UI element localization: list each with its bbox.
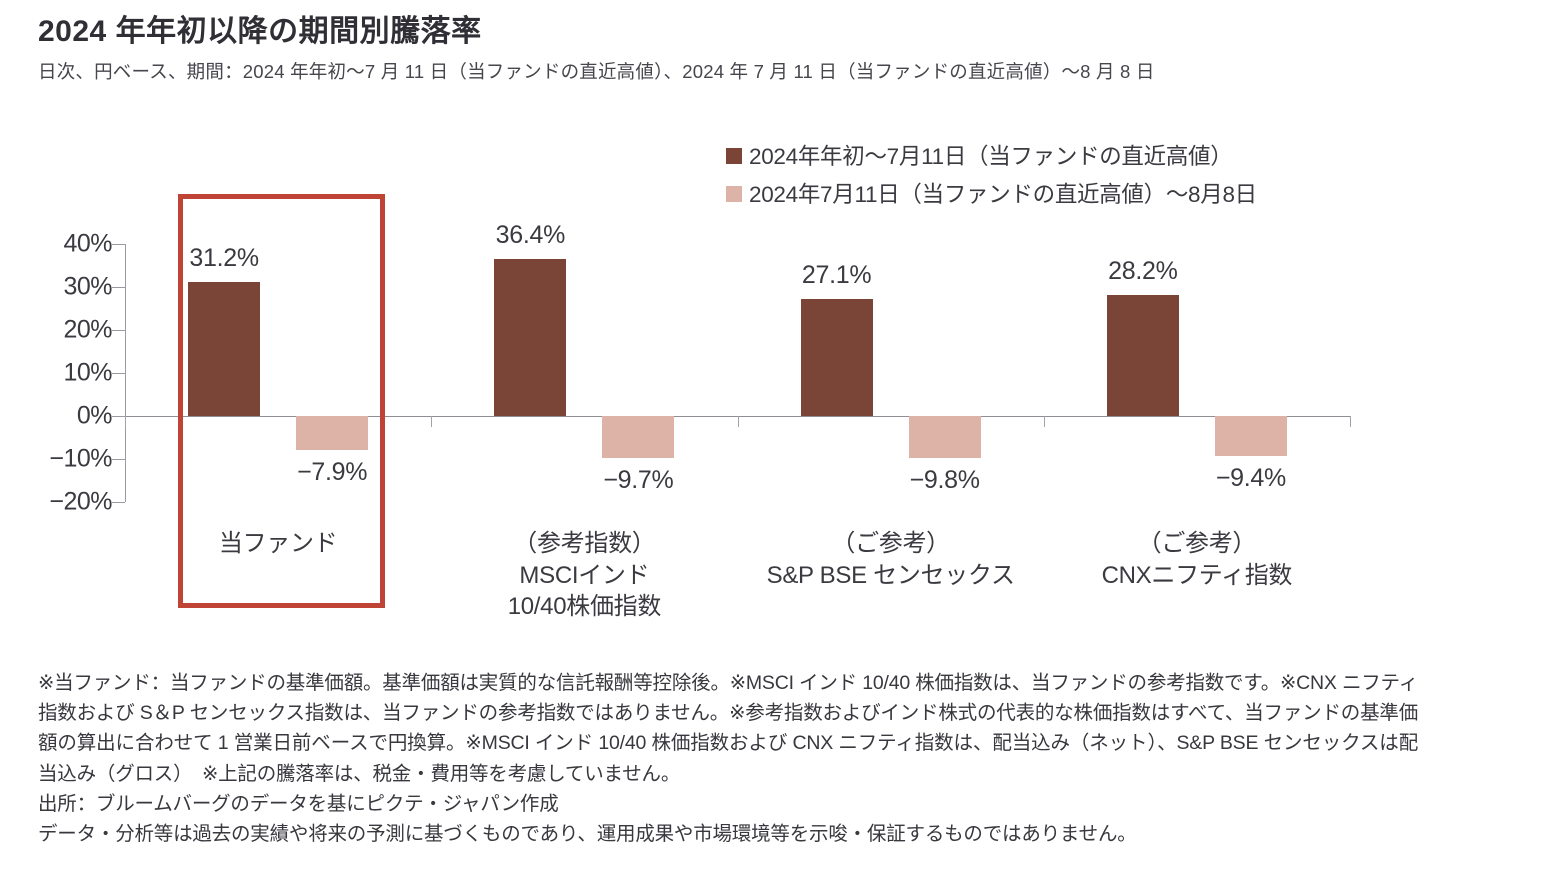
category-label-line: CNXニフティ指数 (1101, 561, 1293, 589)
category-label-line: 当ファンド (218, 530, 338, 557)
footnote-disclaimer: データ・分析等は過去の実績や将来の予測に基づくものであり、運用成果や市場環境等を… (38, 823, 1137, 846)
y-axis-tick-mark (112, 287, 125, 288)
chart-subtitle: 日次、円ベース、期間：2024 年年初〜7 月 11 日（当ファンドの直近高値）… (38, 61, 1155, 82)
chart-header: 2024 年年初以降の期間別騰落率 日次、円ベース、期間：2024 年年初〜7 … (38, 14, 1438, 87)
legend-label-series1: 2024年年初〜7月11日（当ファンドの直近高値） (749, 144, 1233, 169)
bar-value-label: 31.2% (189, 243, 259, 272)
page-title: 2024 年年初以降の期間別騰落率 (38, 15, 482, 48)
y-axis-spine (125, 244, 126, 502)
legend-item-series2[interactable]: 2024年7月11日（当ファンドの直近高値）〜8月8日 (726, 177, 1257, 209)
y-axis-tick-mark (112, 459, 125, 460)
y-axis-tick-label: −20% (49, 487, 112, 516)
footnote-main: ※当ファンド：当ファンドの基準価額。基準価額は実質的な信託報酬等控除後。※MSC… (38, 672, 1418, 785)
bar-value-label: −9.4% (1215, 464, 1286, 493)
legend-swatch-series2 (726, 186, 742, 202)
category-separator-tick (737, 416, 739, 427)
bar-series2-cat2[interactable] (602, 416, 675, 458)
y-axis-tick-label: 40% (63, 229, 112, 258)
category-label-4: （ご参考） CNXニフティ指数 (1044, 528, 1350, 591)
category-label-line: （ご参考） (831, 530, 950, 557)
bar-series1-cat2[interactable] (494, 259, 567, 416)
category-label-line: S&P BSE センセックス (766, 561, 1015, 589)
y-axis-tick-label: 10% (63, 358, 112, 387)
bar-value-label: −9.8% (909, 466, 980, 495)
bar-series1-cat3[interactable] (800, 299, 873, 416)
category-separator-tick (431, 416, 433, 427)
bar-series1-cat4[interactable] (1106, 294, 1179, 416)
y-axis-tick-mark (112, 244, 125, 245)
y-axis-tick-mark (112, 330, 125, 331)
bar-series2-cat3[interactable] (908, 416, 981, 459)
legend-swatch-series1 (726, 148, 742, 164)
y-axis-tick-label: 0% (76, 401, 113, 430)
footnote-source: 出所：ブルームバーグのデータを基にピクテ・ジャパン作成 (38, 792, 559, 815)
y-axis-tick-mark (112, 416, 125, 417)
bar-series2-cat1[interactable] (296, 416, 369, 450)
category-label-2: （参考指数） MSCIインド 10/40株価指数 (431, 528, 737, 623)
chart-legend: 2024年年初〜7月11日（当ファンドの直近高値） 2024年7月11日（当ファ… (726, 139, 1257, 209)
bar-chart-plot: 40% 30% 20% 10% 0% −10% −20% 31.2% −7.9% 36.4% −9… (0, 186, 1552, 626)
category-label-line: MSCIインド (519, 561, 650, 589)
bar-series1-cat1[interactable] (188, 281, 261, 416)
y-axis-labels: 40% 30% 20% 10% 0% −10% −20% (26, 186, 112, 626)
bar-value-label: 36.4% (495, 221, 566, 250)
category-separator-tick (1043, 416, 1045, 427)
y-axis-tick-label: −10% (49, 444, 112, 473)
bar-value-label: −7.9% (297, 457, 368, 486)
y-axis-tick-label: 30% (63, 272, 112, 301)
category-label-line: 10/40株価指数 (507, 593, 662, 621)
bar-value-label: −9.7% (603, 465, 674, 494)
footnotes: ※当ファンド：当ファンドの基準価額。基準価額は実質的な信託報酬等控除後。※MSC… (38, 668, 1418, 849)
bar-value-label: 28.2% (1108, 256, 1178, 285)
axis-end-tick (125, 416, 126, 427)
legend-label-series2: 2024年7月11日（当ファンドの直近高値）〜8月8日 (749, 182, 1257, 207)
category-label-line: （ご参考） (1137, 530, 1257, 557)
bar-series2-cat4[interactable] (1214, 416, 1287, 457)
legend-item-series1[interactable]: 2024年年初〜7月11日（当ファンドの直近高値） (726, 139, 1257, 171)
category-label-line: （参考指数） (513, 530, 656, 557)
axis-end-tick (1350, 416, 1351, 427)
bar-value-label: 27.1% (801, 261, 872, 290)
category-label-3: （ご参考） S&P BSE センセックス (738, 528, 1044, 591)
y-axis-tick-mark (112, 502, 125, 503)
y-axis-tick-label: 20% (63, 315, 112, 344)
y-axis-tick-mark (112, 373, 125, 374)
category-label-1: 当ファンド (125, 528, 431, 560)
